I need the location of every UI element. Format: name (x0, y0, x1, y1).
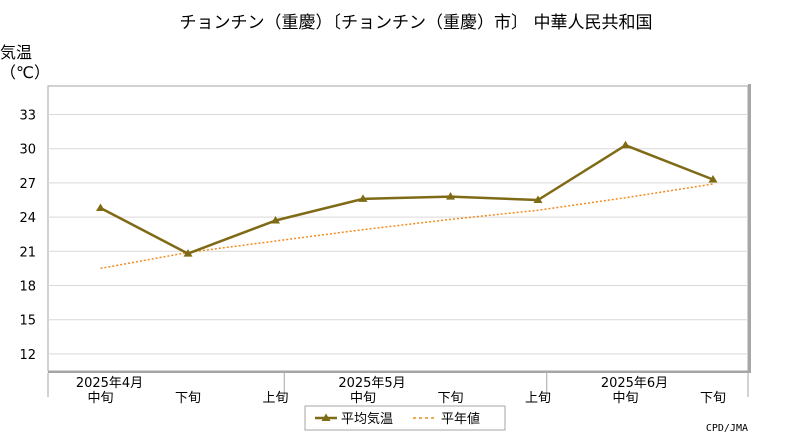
y-tick-label: 12 (19, 348, 36, 363)
y-tick-label: 21 (19, 245, 36, 260)
x-tick-label: 下旬 (437, 391, 463, 406)
x-tick-label: 上旬 (525, 391, 551, 406)
data-point-marker (271, 216, 280, 224)
data-point-marker (183, 249, 193, 257)
x-tick-label: 下旬 (700, 391, 726, 406)
y-axis-label: 気温 (0, 43, 32, 62)
data-point-marker (446, 192, 455, 200)
series-normal-line (100, 183, 714, 270)
credit-text: CPD/JMA (706, 423, 748, 434)
x-tick-label: 上旬 (262, 391, 288, 406)
series-average-line (99, 144, 714, 255)
y-tick-label: 33 (19, 109, 36, 124)
data-point-marker (708, 174, 718, 183)
y-tick-label: 15 (19, 314, 36, 329)
x-tick-label: 中旬 (87, 391, 113, 406)
x-tick-label: 中旬 (612, 391, 638, 406)
y-tick-label: 27 (19, 177, 36, 192)
y-tick-label: 24 (19, 211, 36, 226)
x-tick-label: 中旬 (350, 391, 376, 406)
month-label: 2025年4月 (76, 376, 143, 391)
data-point-marker (533, 195, 543, 203)
data-point-marker (96, 203, 105, 211)
legend-label-average: 平均気温 (341, 411, 393, 427)
data-point-marker (358, 194, 368, 202)
x-tick-label: 下旬 (175, 391, 201, 406)
legend-label-normal: 平年値 (441, 411, 480, 427)
month-label: 2025年5月 (338, 376, 405, 391)
month-label: 2025年6月 (601, 376, 668, 391)
y-tick-label: 18 (19, 280, 36, 295)
plot-area (47, 85, 749, 372)
y-tick-label: 30 (19, 143, 36, 158)
y-axis-unit: （℃） (0, 63, 50, 82)
legend-marker-average (321, 413, 331, 421)
chart-title: チョンチン（重慶）〔チョンチン（重慶）市〕 中華人民共和国 (180, 13, 653, 33)
data-point-marker (621, 140, 630, 149)
legend-box (304, 405, 506, 431)
